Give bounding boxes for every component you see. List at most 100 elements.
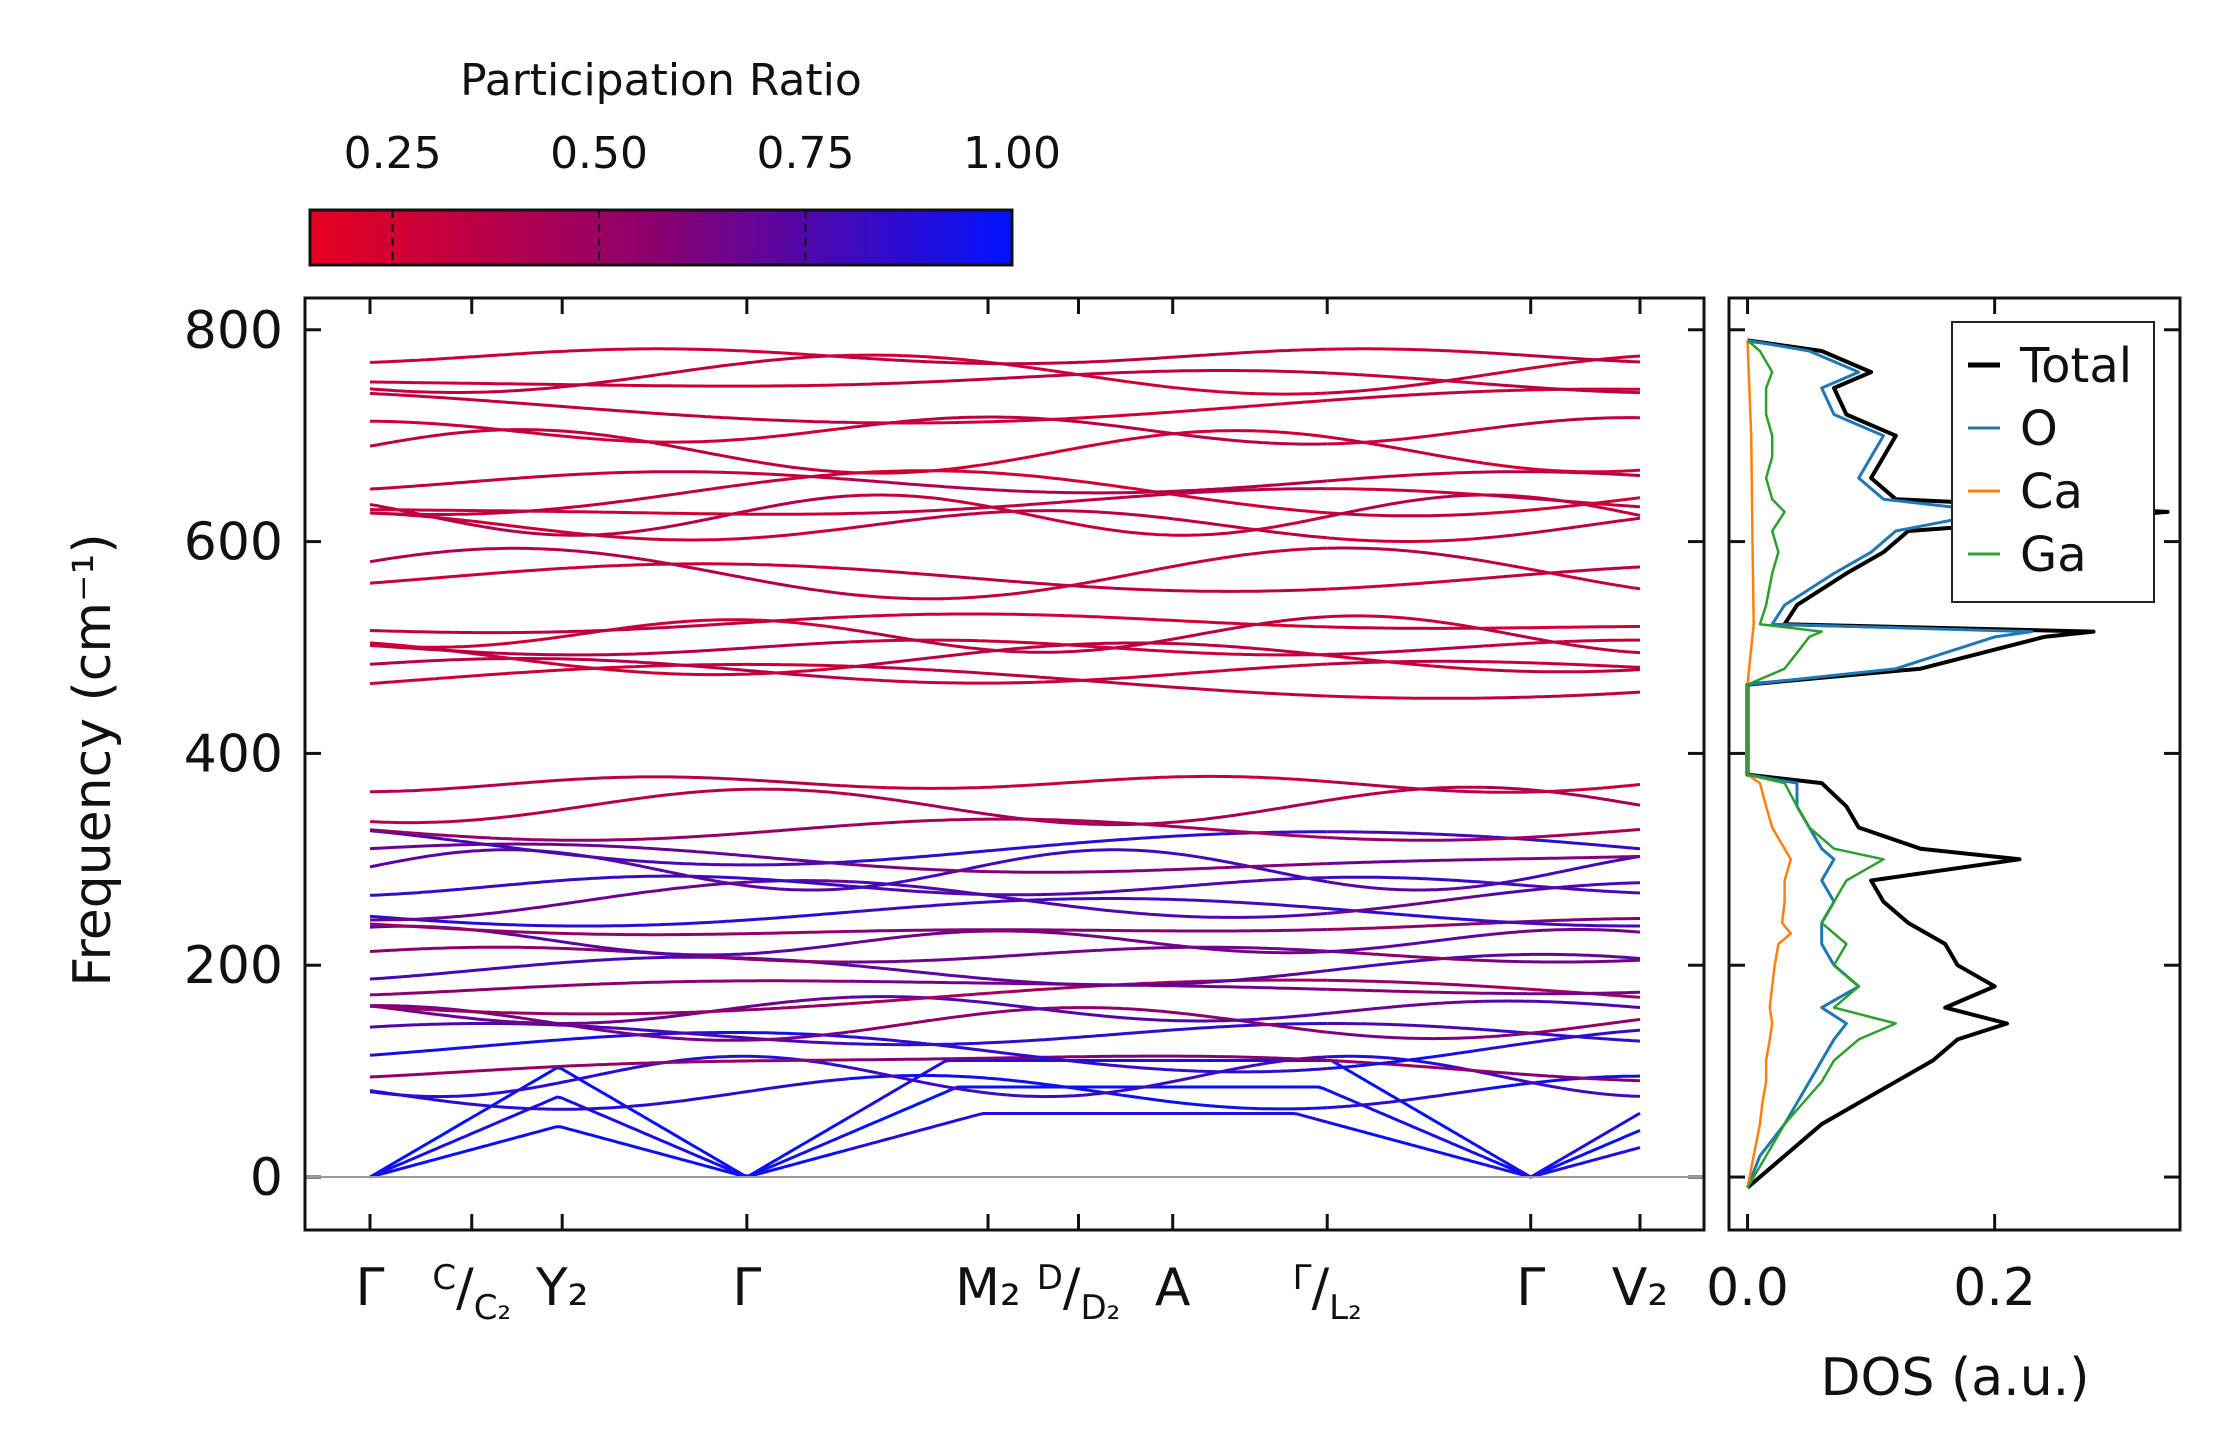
colorbar-tick-label: 0.25 — [344, 128, 442, 179]
x-tick-label: Y₂ — [535, 1258, 589, 1318]
band-line — [848, 880, 1328, 919]
band-line — [1482, 1111, 1641, 1179]
band-line — [1483, 1129, 1641, 1179]
band-line — [1327, 1022, 1484, 1032]
legend-label-o: O — [2020, 401, 2058, 457]
band-line — [369, 829, 849, 867]
band-line — [1483, 461, 1641, 474]
band-line — [1483, 1071, 1641, 1098]
band-line — [1483, 627, 1641, 655]
band-axes: 0 200 400 600 800 Γ C/C₂ Y₂ Γ M₂ D/D₂ A Γ/L₂ Γ V₂ — [184, 298, 1704, 1328]
band-line — [1327, 347, 1484, 355]
band-line — [1483, 952, 1641, 960]
band-line — [1327, 1087, 1484, 1110]
band-line — [370, 380, 849, 388]
band-line — [848, 897, 1328, 914]
band-line — [1327, 1059, 1485, 1151]
band-line — [848, 567, 1328, 593]
band-line — [369, 879, 849, 922]
band-line — [1483, 416, 1640, 431]
dos-axes: 0.0 0.2 — [1706, 298, 2180, 1318]
band-line — [1327, 1058, 1484, 1073]
band-line — [369, 391, 849, 424]
dos-x-tick-label: 0.2 — [1953, 1258, 2036, 1318]
band-line — [848, 662, 1328, 685]
band-line — [848, 493, 1328, 537]
band-line — [1326, 785, 1484, 802]
band-line — [1327, 1030, 1484, 1041]
band-line — [1483, 690, 1641, 700]
y-axis-label: Frequency (cm⁻¹) — [63, 533, 123, 986]
band-line — [1483, 354, 1641, 377]
band-line — [1483, 919, 1640, 928]
x-tick-label: A — [1155, 1258, 1191, 1318]
x-tick-label: Γ/L₂ — [1293, 1258, 1362, 1328]
band-line — [369, 511, 849, 542]
band-line — [1326, 435, 1484, 465]
band-line — [1327, 427, 1484, 446]
legend-label-total: Total — [2019, 338, 2132, 394]
band-line — [848, 429, 1328, 475]
band-line — [1326, 880, 1484, 892]
band-line — [848, 929, 1328, 955]
band-line — [1326, 493, 1484, 519]
band-line — [1483, 351, 1641, 364]
dos-line-ga — [1746, 339, 1898, 1189]
band-line — [848, 945, 1328, 964]
band-line — [848, 928, 1328, 933]
band-line — [1483, 559, 1641, 591]
colorbar-tick-label: 0.75 — [757, 128, 855, 179]
band-line — [1326, 1088, 1485, 1159]
y-tick-label: 200 — [184, 936, 283, 996]
band-line — [369, 471, 849, 516]
band-line — [1327, 780, 1484, 794]
band-line — [848, 612, 1328, 629]
band-line — [369, 945, 849, 964]
dos-legend: Total O Ca Ga — [1951, 321, 2155, 603]
band-line — [848, 1112, 1328, 1152]
band-line — [848, 353, 1328, 396]
band-line — [1483, 854, 1640, 861]
band-line — [1327, 546, 1484, 563]
band-line — [369, 546, 849, 596]
band-line — [1327, 576, 1484, 591]
dos-panel: 0.0 0.2 DOS (a.u.) Total O Ca Ga — [1706, 296, 2182, 1408]
band-line — [848, 1022, 1328, 1047]
band-line — [1327, 921, 1484, 931]
band-line — [1327, 654, 1484, 672]
band-structure-panel: 0 200 400 600 800 Γ C/C₂ Y₂ Γ M₂ D/D₂ A Γ/L₂ Γ V₂ Freq… — [63, 296, 1706, 1328]
band-line — [1483, 1028, 1641, 1051]
band-line — [1483, 624, 1640, 630]
band-line — [1327, 659, 1484, 666]
band-line — [1483, 1069, 1641, 1083]
band-line — [1327, 875, 1484, 884]
band-line — [1327, 999, 1484, 1015]
x-tick-label: Γ — [732, 1258, 761, 1318]
band-line — [1483, 984, 1641, 999]
band-line — [1483, 928, 1641, 937]
band-line — [369, 494, 849, 537]
band-line — [1327, 614, 1484, 631]
band-line — [848, 817, 1328, 839]
band-line — [848, 1055, 1328, 1099]
band-line — [1327, 836, 1484, 842]
band-line — [369, 1095, 850, 1179]
band-line — [369, 470, 849, 491]
band-line — [1327, 470, 1484, 483]
band-line — [848, 638, 1328, 657]
band-line — [1327, 1048, 1484, 1070]
band-line — [1327, 830, 1484, 839]
x-tick-label: Γ — [1516, 1258, 1545, 1318]
band-line — [848, 509, 1328, 540]
y-tick-label: 600 — [184, 513, 283, 573]
band-line — [1327, 389, 1484, 402]
band-line — [1483, 493, 1641, 509]
x-tick-label: D/D₂ — [1037, 1258, 1121, 1328]
band-line — [1327, 949, 1484, 962]
band-line — [1483, 783, 1641, 794]
band-line — [1483, 785, 1641, 807]
band-line — [369, 353, 849, 394]
band-line — [1327, 987, 1484, 995]
band-line — [1483, 382, 1640, 395]
